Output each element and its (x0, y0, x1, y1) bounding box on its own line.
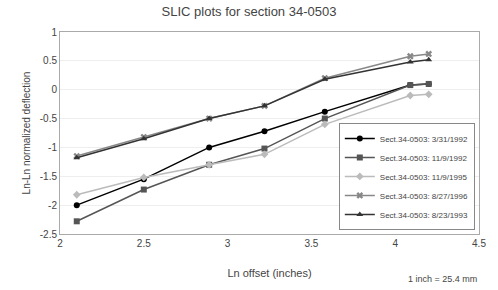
svg-text:1: 1 (51, 27, 57, 38)
svg-text:4: 4 (392, 238, 398, 249)
svg-text:Ln offset (inches): Ln offset (inches) (227, 267, 311, 279)
svg-text:3: 3 (225, 238, 231, 249)
svg-text:Sect.34-0503: 8/23/1993: Sect.34-0503: 8/23/1993 (380, 211, 468, 220)
svg-text:2: 2 (57, 238, 63, 249)
svg-text:-2.5: -2.5 (40, 229, 58, 240)
svg-text:Sect.34-0503: 11/9/1995: Sect.34-0503: 11/9/1995 (380, 173, 468, 182)
svg-text:Sect.34-0503: 11/9/1992: Sect.34-0503: 11/9/1992 (380, 154, 468, 163)
svg-text:-1: -1 (48, 142, 57, 153)
svg-text:-1.5: -1.5 (40, 171, 58, 182)
svg-text:0.5: 0.5 (43, 55, 57, 66)
svg-text:0: 0 (51, 84, 57, 95)
svg-text:-2: -2 (48, 200, 57, 211)
svg-text:Sect.34-0503: 8/27/1996: Sect.34-0503: 8/27/1996 (380, 192, 468, 201)
svg-text:1 inch = 25.4 mm: 1 inch = 25.4 mm (408, 274, 477, 284)
svg-text:2.5: 2.5 (137, 238, 151, 249)
svg-text:Ln-Ln normalized deflection: Ln-Ln normalized deflection (21, 72, 32, 195)
svg-text:4.5: 4.5 (472, 238, 486, 249)
svg-text:-0.5: -0.5 (40, 113, 58, 124)
svg-text:Sect.34-0503: 3/31/1992: Sect.34-0503: 3/31/1992 (380, 135, 468, 144)
svg-text:3.5: 3.5 (304, 238, 318, 249)
svg-text:SLIC plots for section 34-0503: SLIC plots for section 34-0503 (162, 4, 337, 19)
